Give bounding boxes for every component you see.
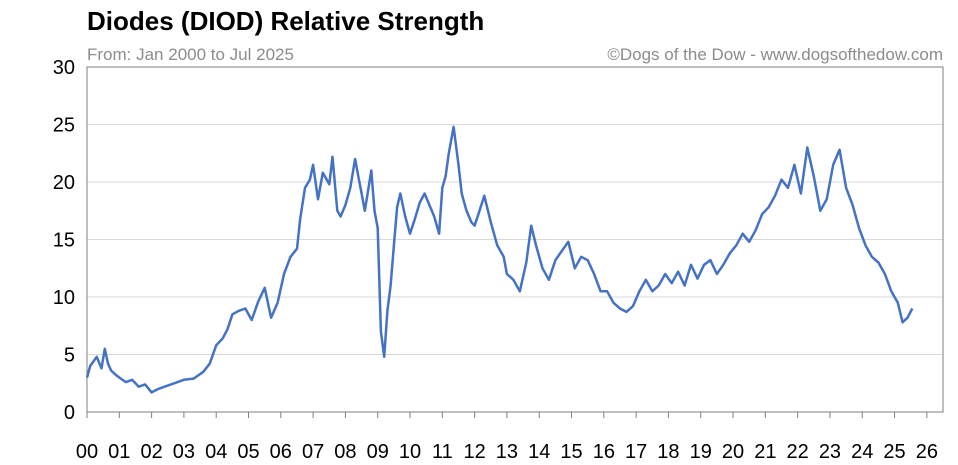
y-tick-label: 30: [53, 57, 75, 79]
x-tick-label: 25: [883, 441, 905, 463]
x-tick-label: 13: [496, 441, 518, 463]
chart-credit: ©Dogs of the Dow - www.dogsofthedow.com: [607, 45, 943, 64]
x-tick-label: 23: [819, 441, 841, 463]
relative-strength-line: [85, 125, 914, 394]
x-tick-label: 17: [625, 441, 647, 463]
y-tick-label: 10: [53, 287, 75, 309]
x-tick-label: 24: [851, 441, 873, 463]
y-tick-label: 15: [53, 230, 75, 252]
x-tick-label: 02: [140, 441, 162, 463]
x-tick-label: 11: [432, 441, 453, 463]
x-tick-label: 21: [754, 441, 776, 463]
x-tick-label: 26: [916, 441, 938, 463]
x-tick-label: 05: [237, 441, 259, 463]
x-tick-label: 09: [367, 441, 389, 463]
chart-subtitle: From: Jan 2000 to Jul 2025: [87, 45, 294, 64]
y-tick-label: 5: [64, 345, 75, 367]
plot-area: [86, 66, 944, 413]
series-group: [85, 125, 914, 394]
x-tick-label: 16: [593, 441, 615, 463]
x-tick-label: 01: [108, 441, 130, 463]
y-tick-label: 0: [64, 402, 75, 424]
chart-title: Diodes (DIOD) Relative Strength: [87, 6, 484, 36]
x-tick-label: 20: [722, 441, 744, 463]
gridlines: [87, 66, 943, 413]
x-tick-label: 04: [205, 441, 227, 463]
x-tick-label: 15: [560, 441, 582, 463]
y-tick-label: 25: [53, 115, 75, 137]
x-tick-label: 18: [657, 441, 679, 463]
y-tick-label: 20: [53, 172, 75, 194]
x-tick-label: 08: [334, 441, 356, 463]
x-tick-label: 03: [173, 441, 195, 463]
x-tick-label: 14: [528, 441, 550, 463]
x-tick-label: 22: [787, 441, 809, 463]
x-tick-label: 10: [399, 441, 421, 463]
x-tick-label: 00: [76, 441, 98, 463]
x-tick-label: 07: [302, 441, 324, 463]
x-tick-label: 06: [270, 441, 292, 463]
x-tick-label: 12: [463, 441, 485, 463]
x-axis: 00 01 02 03 04 05 06 07 08 09 10 11 12 13 14 15 16 17 18 19…: [76, 412, 938, 463]
x-tick-label: 19: [690, 441, 712, 463]
y-axis: 0 5 10 15 20 25 30: [53, 57, 75, 424]
